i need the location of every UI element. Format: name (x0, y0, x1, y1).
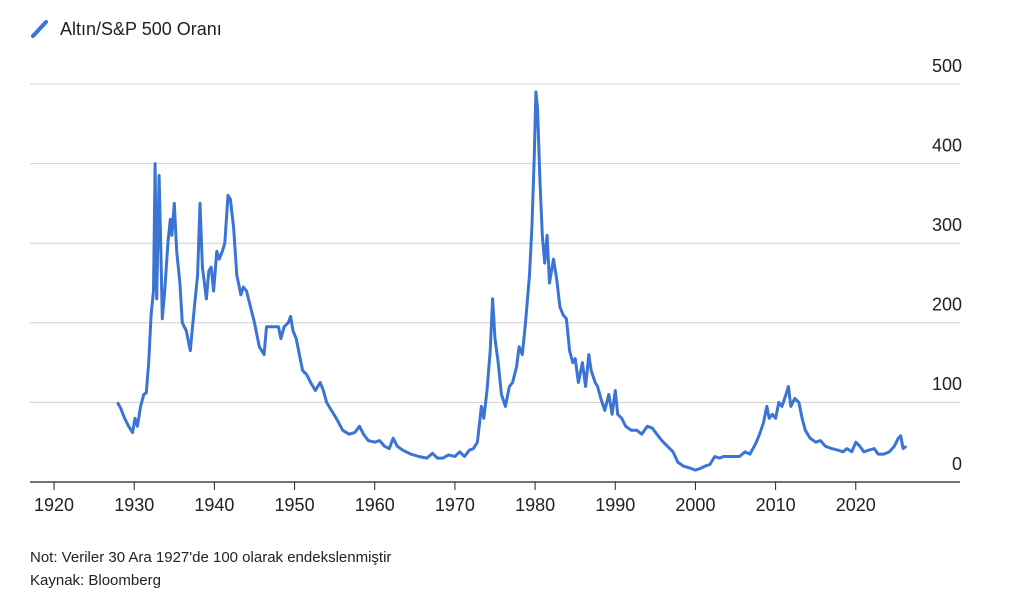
x-tick-label: 1980 (515, 495, 555, 515)
y-tick-label: 500 (932, 56, 962, 76)
x-tick-label: 2010 (756, 495, 796, 515)
source: Kaynak: Bloomberg (30, 572, 161, 589)
x-tick-label: 1990 (595, 495, 635, 515)
legend-swatch (31, 20, 48, 38)
y-tick-label: 200 (932, 295, 962, 315)
note: Not: Veriler 30 Ara 1927'de 100 olarak e… (30, 549, 391, 566)
y-tick-label: 300 (932, 215, 962, 235)
x-tick-label: 2020 (836, 495, 876, 515)
x-tick-label: 1940 (194, 495, 234, 515)
y-tick-label: 0 (952, 454, 962, 474)
x-tick-label: 1920 (34, 495, 74, 515)
x-tick-label: 2000 (675, 495, 715, 515)
line (116, 90, 908, 472)
legend-label: Altın/S&P 500 Oranı (60, 19, 222, 39)
x-tick-label: 1970 (435, 495, 475, 515)
y-tick-label: 100 (932, 374, 962, 394)
y-tick-label: 400 (932, 135, 962, 155)
x-tick-label: 1930 (114, 495, 154, 515)
x-tick-label: 1960 (355, 495, 395, 515)
x-tick-label: 1950 (275, 495, 315, 515)
